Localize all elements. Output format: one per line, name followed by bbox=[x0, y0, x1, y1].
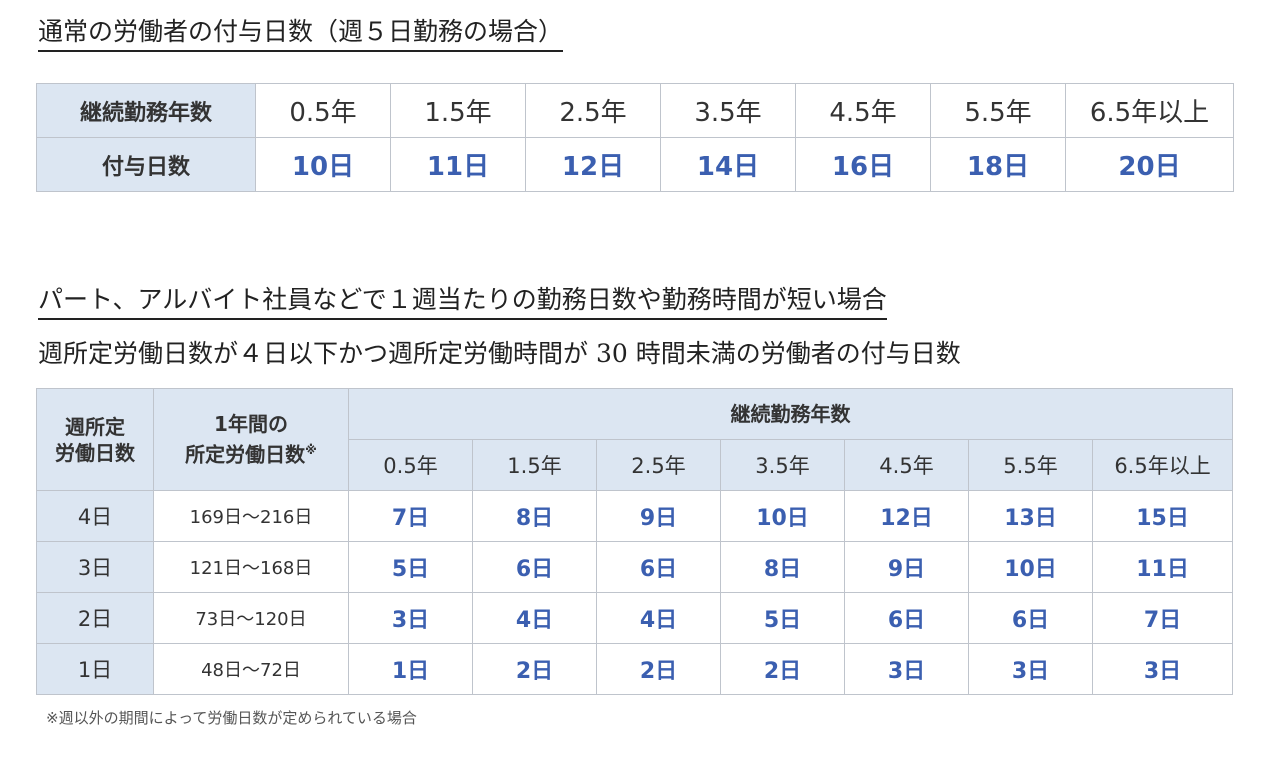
annual-days-header: 1年間の 所定労働日数※ bbox=[153, 388, 349, 491]
weekly-days-header-line2: 労働日数 bbox=[55, 440, 135, 465]
grant-days-cell: 3日 bbox=[844, 643, 969, 695]
grant-days-cell: 6日 bbox=[596, 541, 721, 593]
grant-days-cell: 8日 bbox=[472, 490, 597, 542]
grant-days-cell: 9日 bbox=[844, 541, 969, 593]
grant-days-cell: 10日 bbox=[720, 490, 845, 542]
grant-days-cell: 4日 bbox=[472, 592, 597, 644]
year-header: 3.5年 bbox=[720, 439, 845, 491]
days-cell: 20日 bbox=[1065, 137, 1234, 192]
row-label-years: 継続勤務年数 bbox=[36, 83, 256, 138]
weekly-days-header: 週所定 労働日数 bbox=[36, 388, 154, 491]
year-header: 2.5年 bbox=[596, 439, 721, 491]
note-mark: ※ bbox=[305, 443, 317, 458]
weekly-days-header-line1: 週所定 bbox=[65, 414, 125, 439]
annual-range-cell: 73日～120日 bbox=[153, 592, 349, 644]
year-cell: 5.5年 bbox=[930, 83, 1066, 138]
annual-range-cell: 169日～216日 bbox=[153, 490, 349, 542]
year-header: 0.5年 bbox=[348, 439, 473, 491]
grant-days-cell: 11日 bbox=[1091, 541, 1234, 593]
grant-days-cell: 1日 bbox=[348, 643, 473, 695]
weekly-days-cell: 2日 bbox=[36, 592, 154, 644]
year-header: 6.5年以上 bbox=[1091, 439, 1234, 491]
annual-range-cell: 121日～168日 bbox=[153, 541, 349, 593]
grant-days-cell: 12日 bbox=[844, 490, 969, 542]
grant-days-cell: 6日 bbox=[968, 592, 1093, 644]
grant-days-cell: 5日 bbox=[720, 592, 845, 644]
table-row: 3日 121日～168日 5日 6日 6日 8日 9日 10日 11日 bbox=[36, 541, 1234, 593]
grant-days-cell: 3日 bbox=[968, 643, 1093, 695]
days-cell: 14日 bbox=[660, 137, 796, 192]
annual-days-header-line1: 1年間の bbox=[214, 412, 288, 437]
grant-days-cell: 6日 bbox=[472, 541, 597, 593]
grant-days-cell: 7日 bbox=[1091, 592, 1234, 644]
part-time-table: 週所定 労働日数 1年間の 所定労働日数※ 継続勤務年数 0.5年 1.5年 2… bbox=[36, 388, 1234, 695]
normal-worker-table: 継続勤務年数 0.5年 1.5年 2.5年 3.5年 4.5年 5.5年 6.5… bbox=[36, 83, 1234, 192]
grant-days-cell: 2日 bbox=[596, 643, 721, 695]
grant-days-cell: 4日 bbox=[596, 592, 721, 644]
section2-subtitle: 週所定労働日数が４日以下かつ週所定労働時間が 30 時間未満の労働者の付与日数 bbox=[38, 339, 961, 368]
table-row: 2日 73日～120日 3日 4日 4日 5日 6日 6日 7日 bbox=[36, 592, 1234, 644]
footnote: ※週以外の期間によって労働日数が定められている場合 bbox=[46, 709, 417, 727]
table-row: 継続勤務年数 0.5年 1.5年 2.5年 3.5年 4.5年 5.5年 6.5… bbox=[36, 83, 1234, 138]
year-cell: 2.5年 bbox=[525, 83, 661, 138]
grant-days-cell: 13日 bbox=[968, 490, 1093, 542]
grant-days-cell: 7日 bbox=[348, 490, 473, 542]
year-cell: 1.5年 bbox=[390, 83, 526, 138]
section2-title: パート、アルバイト社員などで１週当たりの勤務日数や勤務時間が短い場合 bbox=[38, 284, 887, 320]
row-label-days: 付与日数 bbox=[36, 137, 256, 192]
grant-days-cell: 15日 bbox=[1091, 490, 1234, 542]
days-cell: 11日 bbox=[390, 137, 526, 192]
weekly-days-cell: 4日 bbox=[36, 490, 154, 542]
year-header: 4.5年 bbox=[844, 439, 969, 491]
grant-days-cell: 10日 bbox=[968, 541, 1093, 593]
year-header: 5.5年 bbox=[968, 439, 1093, 491]
days-cell: 10日 bbox=[255, 137, 391, 192]
grant-days-cell: 2日 bbox=[472, 643, 597, 695]
grant-days-cell: 6日 bbox=[844, 592, 969, 644]
table-row: 1日 48日～72日 1日 2日 2日 2日 3日 3日 3日 bbox=[36, 643, 1234, 695]
header-row: 週所定 労働日数 1年間の 所定労働日数※ 継続勤務年数 bbox=[36, 388, 1234, 491]
grant-days-cell: 3日 bbox=[1091, 643, 1234, 695]
grant-days-cell: 9日 bbox=[596, 490, 721, 542]
grant-days-cell: 3日 bbox=[348, 592, 473, 644]
weekly-days-cell: 1日 bbox=[36, 643, 154, 695]
table-row: 付与日数 10日 11日 12日 14日 16日 18日 20日 bbox=[36, 137, 1234, 192]
days-cell: 18日 bbox=[930, 137, 1066, 192]
header-row: 0.5年 1.5年 2.5年 3.5年 4.5年 5.5年 6.5年以上 bbox=[37, 439, 1234, 491]
year-header: 1.5年 bbox=[472, 439, 597, 491]
year-cell: 6.5年以上 bbox=[1065, 83, 1234, 138]
annual-days-header-line2: 所定労働日数 bbox=[185, 442, 306, 467]
year-cell: 4.5年 bbox=[795, 83, 931, 138]
grant-days-cell: 8日 bbox=[720, 541, 845, 593]
year-cell: 0.5年 bbox=[255, 83, 391, 138]
continuous-years-header: 継続勤務年数 bbox=[347, 388, 1234, 440]
table-row: 4日 169日～216日 7日 8日 9日 10日 12日 13日 15日 bbox=[36, 490, 1234, 542]
year-cell: 3.5年 bbox=[660, 83, 796, 138]
grant-days-cell: 5日 bbox=[348, 541, 473, 593]
annual-range-cell: 48日～72日 bbox=[153, 643, 349, 695]
days-cell: 16日 bbox=[795, 137, 931, 192]
grant-days-cell: 2日 bbox=[720, 643, 845, 695]
days-cell: 12日 bbox=[525, 137, 661, 192]
section1-title: 通常の労働者の付与日数（週５日勤務の場合） bbox=[38, 16, 564, 52]
weekly-days-cell: 3日 bbox=[36, 541, 154, 593]
